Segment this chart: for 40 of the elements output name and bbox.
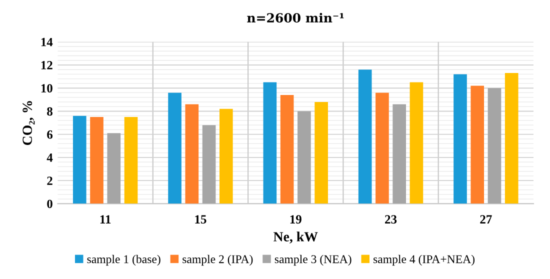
y-tick-label: 8	[47, 107, 52, 116]
x-tick-label: 27	[480, 215, 492, 224]
y-tick-label: 4	[46, 154, 53, 162]
bar	[358, 70, 372, 204]
y-tick-label: 0	[47, 200, 52, 208]
x-tick-label: 11	[100, 215, 111, 224]
bar	[392, 104, 406, 204]
legend-label: sample 2 (IPA)	[182, 254, 253, 266]
bar	[124, 116, 138, 204]
bar	[376, 92, 389, 204]
legend-label: sample 3 (NEA)	[274, 254, 352, 266]
chart-title: n=2600 min⁻¹	[247, 12, 344, 23]
bar	[504, 73, 518, 204]
bar	[314, 102, 328, 204]
legend-label: sample 1 (base)	[87, 254, 160, 266]
bar	[90, 116, 104, 204]
bar	[168, 92, 182, 204]
x-tick-label: 19	[290, 215, 302, 224]
y-axis-title: CO₂, %	[22, 101, 35, 145]
bar	[280, 95, 294, 204]
bar	[185, 104, 199, 204]
legend-label: sample 4 (IPA+NEA)	[374, 254, 474, 266]
bar	[298, 111, 311, 204]
bar	[220, 108, 233, 204]
y-tick-label: 6	[47, 130, 53, 139]
bar	[72, 116, 86, 204]
x-tick-label: 15	[195, 215, 206, 224]
x-axis-title: Ne, kW	[274, 232, 318, 244]
bar	[454, 74, 467, 204]
bar	[410, 82, 424, 204]
bar	[107, 133, 121, 204]
y-tick-label: 14	[41, 38, 53, 46]
bar	[263, 82, 277, 204]
y-tick-label: 10	[41, 84, 52, 93]
bar	[488, 88, 502, 204]
bar	[202, 125, 216, 204]
y-tick-label: 2	[47, 176, 52, 185]
bar	[470, 86, 484, 204]
y-tick-label: 12	[41, 61, 52, 70]
x-tick-label: 23	[385, 215, 397, 224]
